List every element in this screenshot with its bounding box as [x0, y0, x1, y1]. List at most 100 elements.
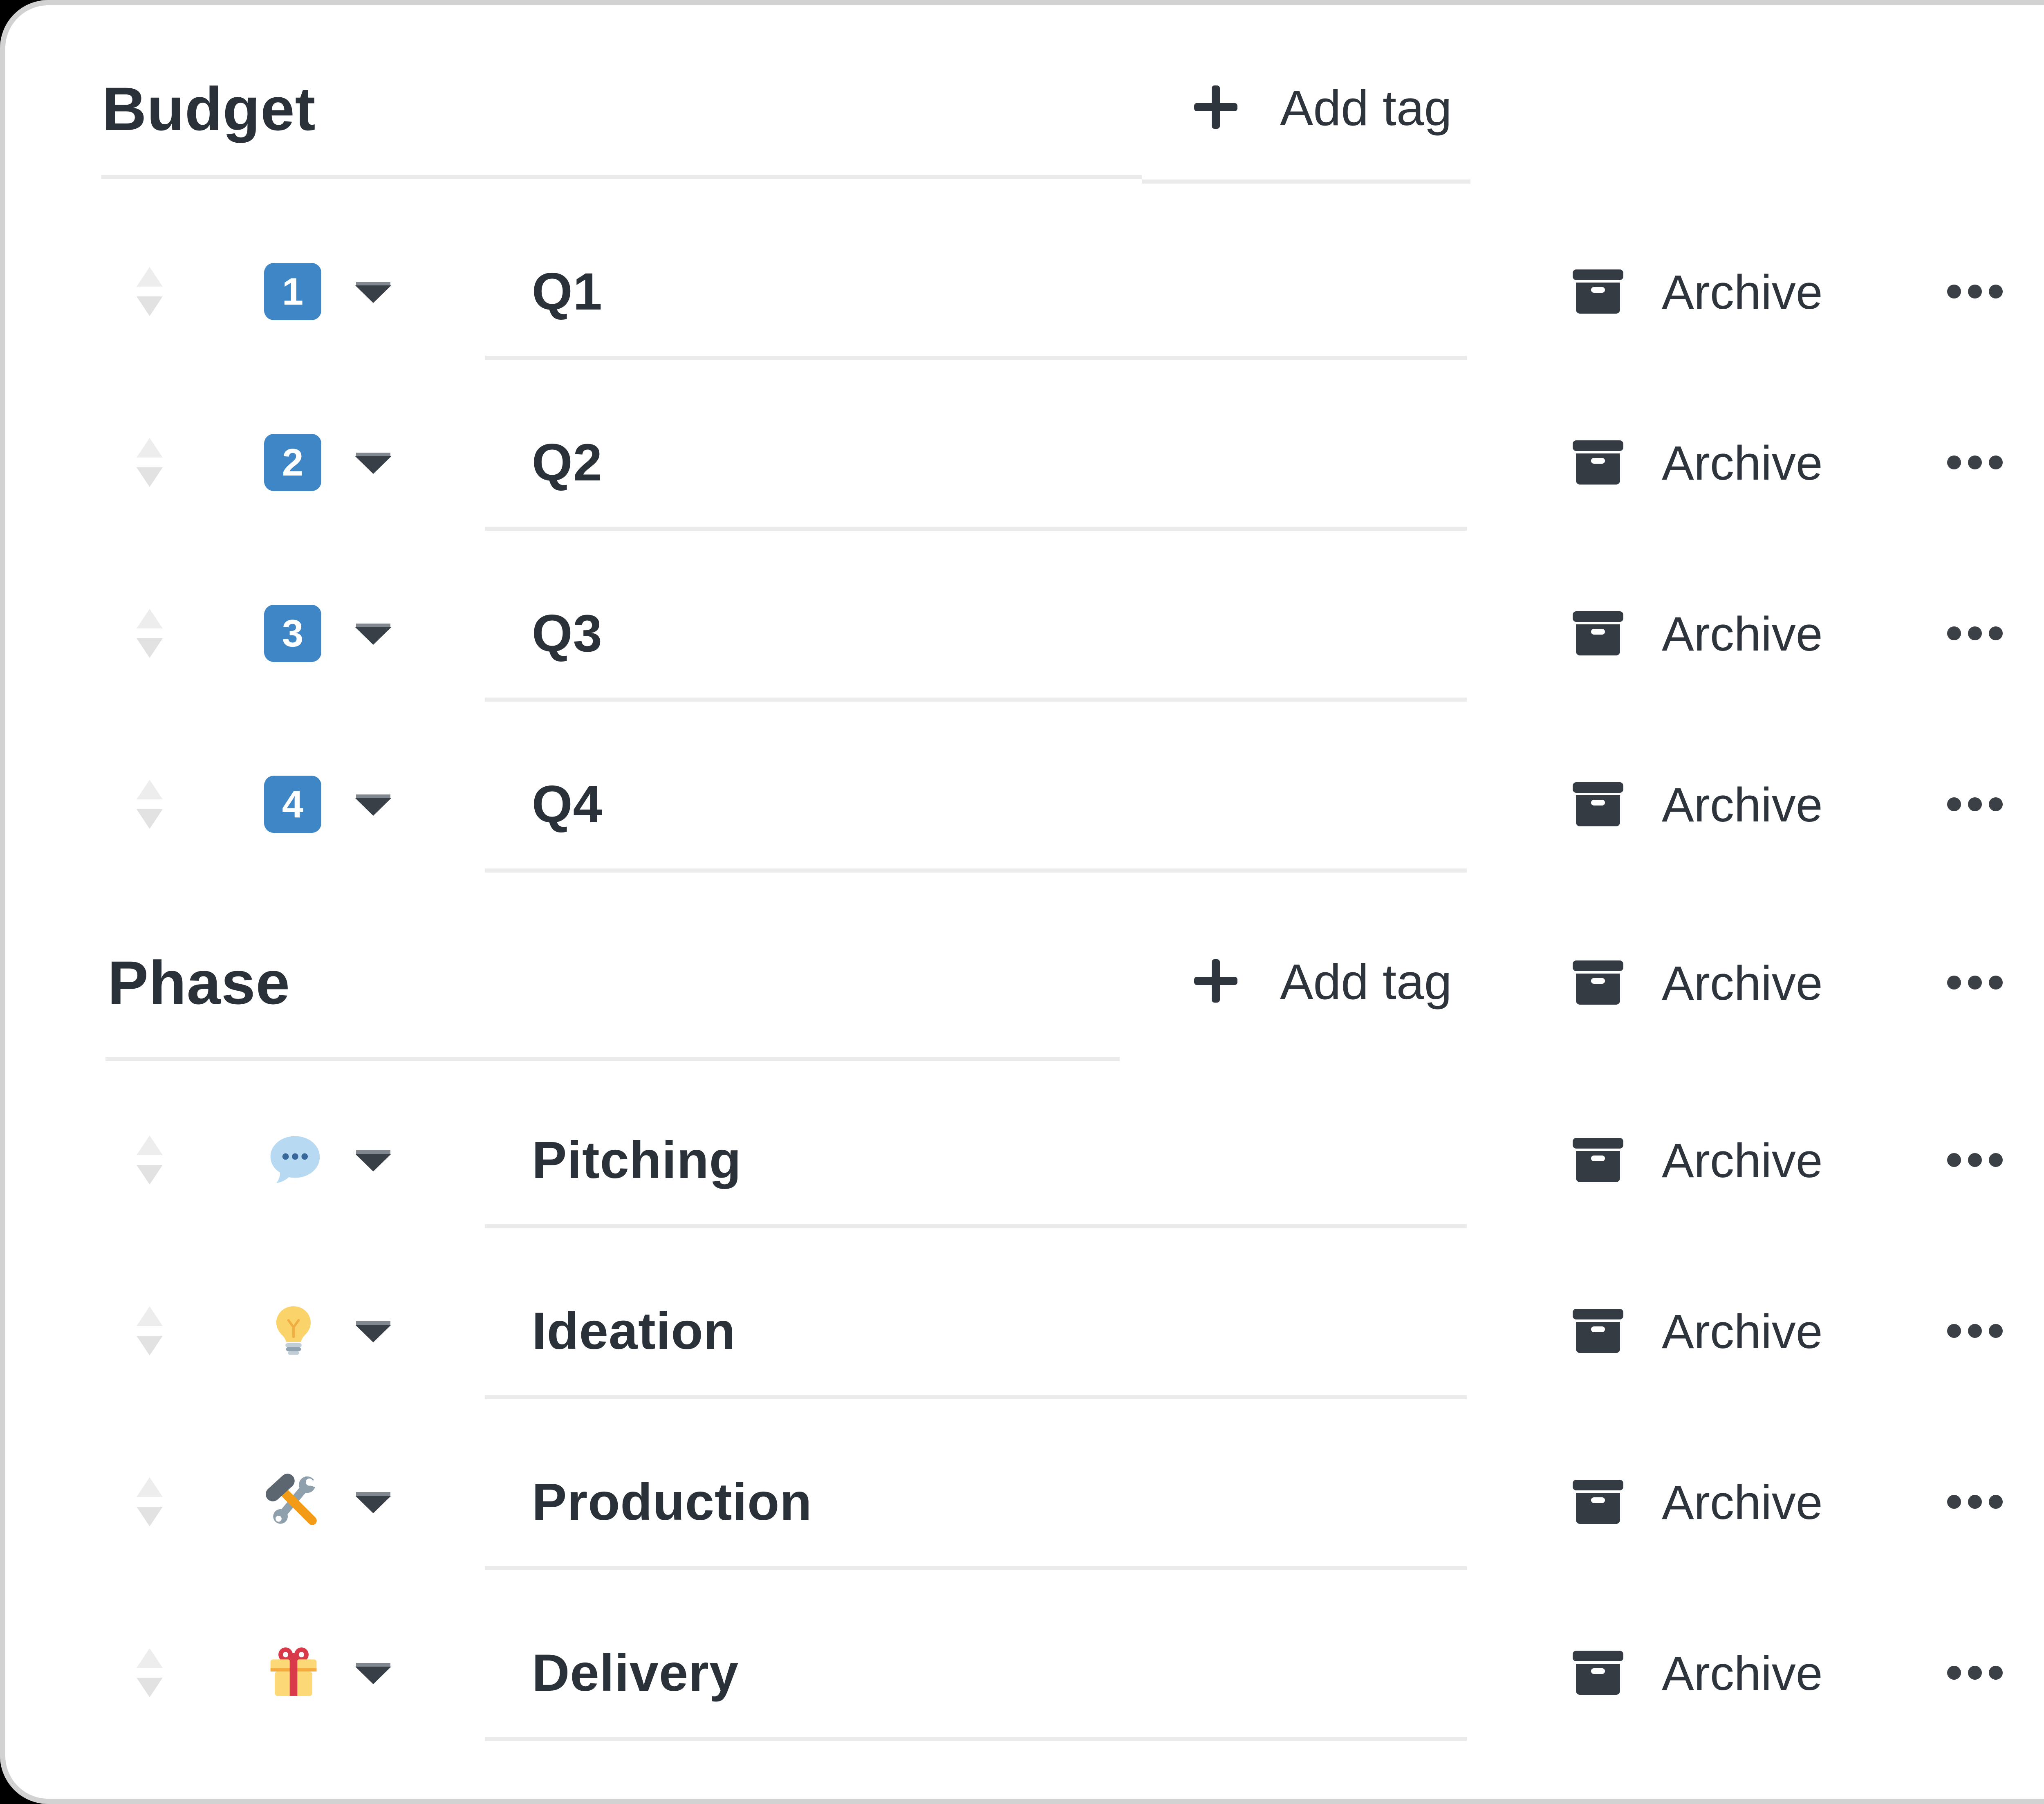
archive-row: Archive [1538, 1416, 2044, 1587]
ellipsis-dot [1947, 626, 1961, 640]
tag-row: Delivery [5, 1587, 1485, 1758]
drag-handle-icon[interactable] [135, 437, 164, 488]
archive-button[interactable]: Archive [1538, 206, 1906, 377]
more-options-button[interactable] [1947, 1495, 2003, 1509]
light-bulb-icon[interactable] [265, 1302, 322, 1360]
archive-box-icon [1573, 960, 1623, 1007]
more-options-button[interactable] [1947, 285, 2003, 298]
drag-handle-icon[interactable] [135, 1135, 164, 1185]
chevron-down-icon[interactable] [355, 281, 391, 306]
chevron-down-icon[interactable] [355, 1320, 391, 1345]
ellipsis-dot [1947, 1153, 1961, 1167]
ellipsis-dot [1968, 797, 1982, 811]
plus-icon [1194, 85, 1237, 131]
ellipsis-dot [1947, 455, 1961, 469]
ellipsis-dot [1947, 797, 1961, 811]
archive-button[interactable]: Archive [1538, 548, 1906, 719]
more-options-button[interactable] [1947, 1324, 2003, 1338]
tag-name-input[interactable]: Q2 [532, 433, 603, 492]
archive-label: Archive [1662, 1647, 1823, 1701]
chevron-down-icon[interactable] [355, 1149, 391, 1174]
more-options-button[interactable] [1947, 1666, 2003, 1680]
archive-row: Archive [1538, 206, 2044, 377]
drag-handle-icon[interactable] [135, 1476, 164, 1527]
ellipsis-dot [1947, 1495, 1961, 1509]
chevron-down-icon[interactable] [355, 1662, 391, 1687]
archive-label: Archive [1662, 436, 1823, 490]
budget-header-divider [101, 175, 1142, 179]
add-tag-label: Add tag [1280, 954, 1452, 1010]
archive-label: Archive [1662, 607, 1823, 661]
tag-underline [485, 1737, 1467, 1741]
tag-row: Production [5, 1416, 1485, 1587]
chevron-down-icon[interactable] [355, 1491, 391, 1516]
ellipsis-dot [1947, 1324, 1961, 1338]
archive-box-icon [1573, 269, 1623, 316]
archive-button[interactable]: Archive [1538, 1245, 1906, 1416]
ellipsis-dot [1968, 626, 1982, 640]
tag-name-input[interactable]: Pitching [532, 1131, 742, 1189]
drag-handle-icon[interactable] [135, 779, 164, 830]
keycap-3-badge[interactable]: 3 [264, 605, 321, 662]
tag-underline [485, 527, 1467, 531]
chevron-down-icon[interactable] [355, 623, 391, 648]
ellipsis-dot [1989, 1153, 2003, 1167]
tag-underline [485, 698, 1467, 702]
chevron-down-icon[interactable] [355, 794, 391, 819]
tag-row: 3 Q3 [5, 548, 1485, 719]
ellipsis-dot [1989, 285, 2003, 298]
archive-button[interactable]: Archive [1538, 1416, 1906, 1587]
ellipsis-dot [1968, 1495, 1982, 1509]
add-tag-button-budget[interactable]: Add tag [1194, 83, 1452, 133]
tag-name-input[interactable]: Ideation [532, 1302, 736, 1360]
more-options-button[interactable] [1947, 976, 2003, 990]
more-options-button[interactable] [1947, 455, 2003, 469]
ellipsis-dot [1989, 1666, 2003, 1680]
keycap-1-badge[interactable]: 1 [264, 263, 321, 320]
archive-button[interactable]: Archive [1538, 377, 1906, 548]
ellipsis-dot [1947, 285, 1961, 298]
tag-row: 1 Q1 [5, 206, 1485, 377]
archive-button[interactable]: Archive [1538, 719, 1906, 890]
archive-box-icon [1573, 1480, 1623, 1526]
more-options-button[interactable] [1947, 797, 2003, 811]
ellipsis-dot [1989, 1324, 2003, 1338]
archive-row: Archive [1538, 1587, 2044, 1758]
ellipsis-dot [1968, 285, 1982, 298]
archive-button[interactable]: Archive [1538, 1587, 1906, 1758]
ellipsis-dot [1947, 976, 1961, 990]
tag-underline [485, 1395, 1467, 1399]
tag-name-input[interactable]: Q1 [532, 263, 603, 321]
drag-handle-icon[interactable] [135, 266, 164, 317]
chevron-down-icon[interactable] [355, 452, 391, 477]
ellipsis-dot [1989, 626, 2003, 640]
tag-name-input[interactable]: Production [532, 1473, 812, 1531]
tag-name-input[interactable]: Delivery [532, 1644, 739, 1702]
drag-handle-icon[interactable] [135, 1647, 164, 1698]
keycap-2-badge[interactable]: 2 [264, 434, 321, 491]
ellipsis-dot [1989, 976, 2003, 990]
archive-button[interactable]: Archive [1538, 1075, 1906, 1245]
tag-name-input[interactable]: Q4 [532, 775, 603, 834]
archive-row: Archive [1538, 719, 2044, 890]
archive-button[interactable]: Archive [1538, 897, 1906, 1068]
more-options-button[interactable] [1947, 626, 2003, 640]
ellipsis-dot [1989, 1495, 2003, 1509]
tag-name-input[interactable]: Q3 [532, 604, 603, 663]
keycap-4-badge[interactable]: 4 [264, 776, 321, 833]
add-tag-button-phase[interactable]: Add tag [1194, 954, 1452, 1010]
archive-box-icon [1573, 611, 1623, 657]
archive-box-icon [1573, 1651, 1623, 1697]
archive-box-icon [1573, 1138, 1623, 1184]
archive-label: Archive [1662, 265, 1823, 319]
archive-row: Archive [1538, 897, 2044, 1068]
drag-handle-icon[interactable] [135, 1306, 164, 1356]
more-options-button[interactable] [1947, 1153, 2003, 1167]
gift-icon[interactable] [265, 1644, 322, 1701]
hammer-wrench-icon[interactable] [265, 1472, 322, 1530]
archive-row: Archive [1538, 1245, 2044, 1416]
drag-handle-icon[interactable] [135, 608, 164, 659]
tag-row: 4 Q4 [5, 719, 1485, 890]
speech-balloon-icon[interactable] [265, 1131, 322, 1189]
